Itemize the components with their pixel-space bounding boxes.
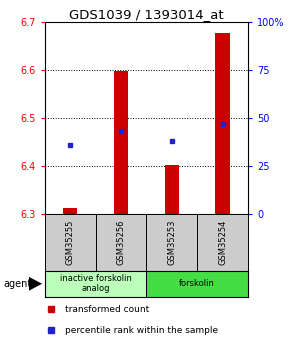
Bar (165, 165, 179, 214)
Bar (215, 33, 230, 214)
Bar (114, 71, 128, 214)
Text: GSM35253: GSM35253 (167, 220, 176, 265)
Bar (146, 271, 248, 297)
Text: GSM35254: GSM35254 (218, 220, 227, 265)
Text: transformed count: transformed count (65, 305, 150, 314)
Text: agent: agent (3, 279, 31, 289)
Text: GDS1039 / 1393014_at: GDS1039 / 1393014_at (69, 8, 224, 21)
Text: inactive forskolin
analog: inactive forskolin analog (60, 274, 132, 294)
Polygon shape (29, 277, 42, 290)
Text: GSM35255: GSM35255 (66, 220, 75, 265)
Bar (45, 271, 146, 297)
Text: percentile rank within the sample: percentile rank within the sample (65, 326, 218, 335)
Bar (63, 208, 77, 214)
Text: GSM35256: GSM35256 (117, 220, 126, 265)
Text: forskolin: forskolin (179, 279, 215, 288)
